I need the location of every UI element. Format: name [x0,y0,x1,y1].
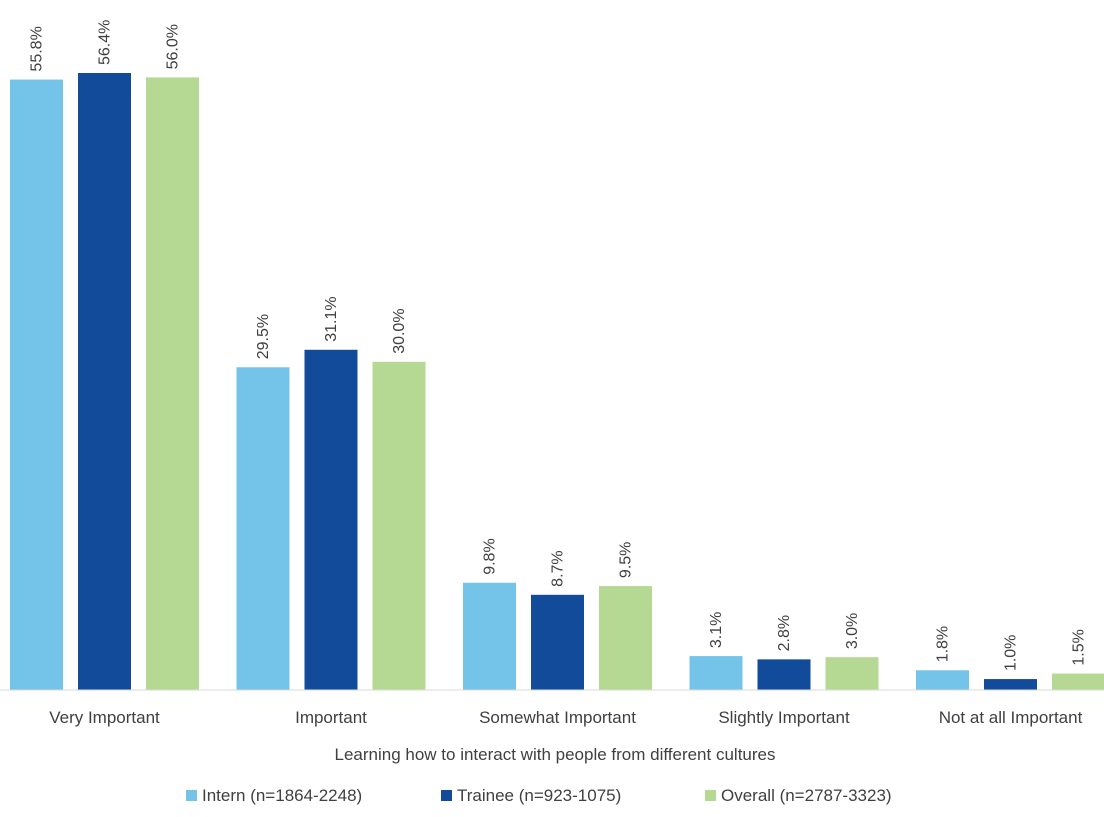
data-label: 9.8% [482,538,499,574]
category-label: Very Important [49,708,160,727]
data-label: 55.8% [29,26,46,71]
category-label: Slightly Important [718,708,850,727]
category-labels-layer: Very Important Important Somewhat Importan… [49,708,1082,727]
data-label: 9.5% [618,542,635,578]
bars-layer [10,73,1104,691]
data-label: 30.0% [391,308,408,353]
legend-label: Intern (n=1864-2248) [202,786,362,805]
data-label: 31.1% [323,296,340,341]
data-label: 8.7% [550,550,567,586]
data-label: 3.1% [708,612,725,648]
bar [599,586,652,690]
data-label: 3.0% [844,613,861,649]
data-label: 1.0% [1003,635,1020,671]
bar [372,361,426,690]
bar [304,349,358,690]
legend-label: Overall (n=2787-3323) [721,786,892,805]
bar [757,659,811,690]
bar [10,79,63,690]
bar [531,594,584,690]
legend-label: Trainee (n=923-1075) [457,786,621,805]
data-label: 56.4% [97,20,114,65]
bar [689,656,743,690]
data-label: 1.5% [1071,629,1088,665]
bar [463,582,516,690]
bar [146,77,199,691]
data-label: 29.5% [255,314,272,359]
legend-swatch [186,790,197,801]
bar [916,670,969,690]
data-label: 1.8% [935,626,952,662]
category-label: Not at all Important [939,708,1083,727]
category-label: Important [295,708,367,727]
bar [236,367,290,690]
data-label: 56.0% [165,24,182,69]
legend-swatch [705,790,716,801]
category-label: Somewhat Important [479,708,636,727]
legend-swatch [441,790,452,801]
bar [825,657,879,690]
legend: Intern (n=1864-2248) Trainee (n=923-1075)… [186,786,892,805]
data-label: 2.8% [776,615,793,651]
bar [1052,673,1104,690]
bar [984,679,1037,690]
value-labels-layer: 55.8% 56.4% 56.0% 29.5% 31.1% 30.0% 9.8% 8.7% 9.… [29,20,1088,671]
x-axis-title: Learning how to interact with people fro… [335,745,776,764]
bar [78,73,131,690]
